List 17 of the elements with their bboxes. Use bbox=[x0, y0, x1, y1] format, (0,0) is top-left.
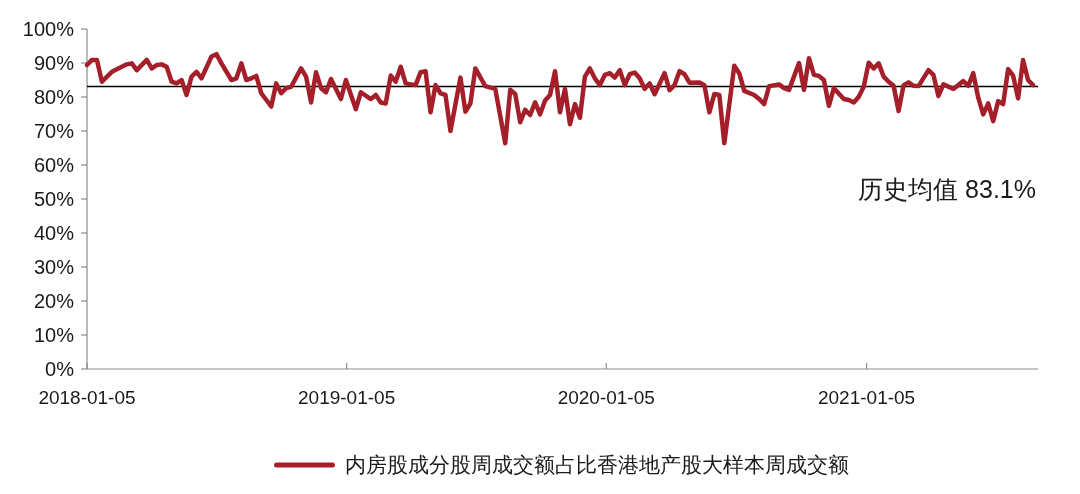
y-tick-label: 50% bbox=[33, 188, 74, 210]
x-tick-label: 2019-01-05 bbox=[298, 386, 396, 408]
y-tick-label: 80% bbox=[33, 86, 74, 108]
y-tick-label: 90% bbox=[33, 52, 74, 74]
y-tick-label: 100% bbox=[22, 18, 74, 40]
y-tick-label: 30% bbox=[33, 256, 74, 278]
x-tick-label: 2018-01-05 bbox=[38, 386, 136, 408]
y-tick-label: 60% bbox=[33, 154, 74, 176]
y-tick-label: 70% bbox=[33, 120, 74, 142]
x-tick-label: 2020-01-05 bbox=[557, 386, 655, 408]
ref-line-label: 历史均值 83.1% bbox=[858, 174, 1036, 203]
y-tick-label: 0% bbox=[45, 358, 74, 380]
x-tick-label: 2021-01-05 bbox=[818, 386, 916, 408]
y-tick-label: 20% bbox=[33, 290, 74, 312]
y-tick-label: 10% bbox=[33, 324, 74, 346]
legend-label: 内房股成分股周成交额占比香港地产股大样本周成交额 bbox=[344, 453, 849, 477]
y-tick-label: 40% bbox=[33, 222, 74, 244]
